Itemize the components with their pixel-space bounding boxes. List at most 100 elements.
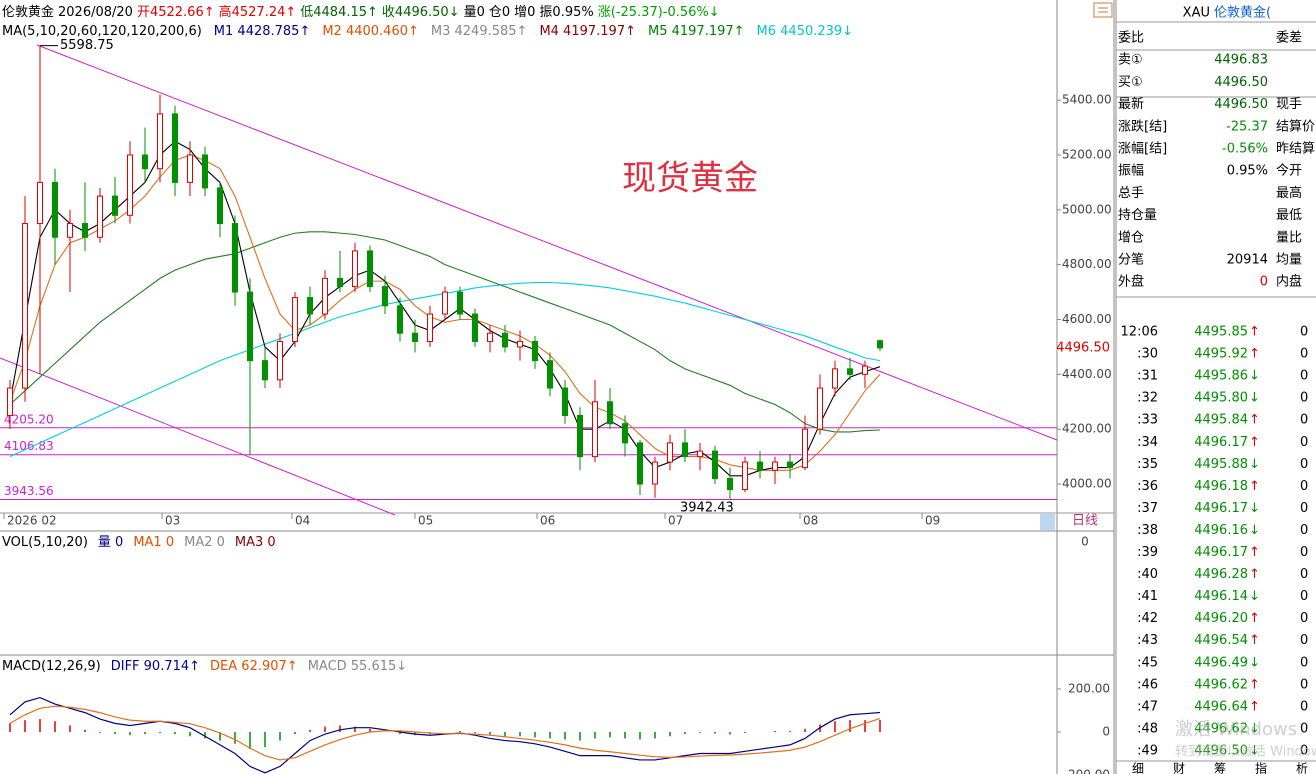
quote-label: 增仓 xyxy=(1118,230,1144,245)
trend-line xyxy=(36,44,1058,441)
tick-price: 4496.14 xyxy=(1194,589,1248,604)
tick-price: 4496.49 xyxy=(1194,655,1248,670)
tick-time: :47 xyxy=(1137,699,1158,714)
header-item: MA1 0 xyxy=(133,535,174,550)
tick-arrow: ↑ xyxy=(1249,479,1260,494)
header-item: 开4522.66↑ xyxy=(137,5,215,20)
tick-volume: 0 xyxy=(1300,567,1308,582)
tick-price: 4496.17 xyxy=(1194,501,1248,516)
tick-volume: 0 xyxy=(1300,655,1308,670)
trend-line xyxy=(0,357,396,516)
candle-body xyxy=(757,461,763,471)
tab[interactable]: 筹 xyxy=(1214,762,1226,774)
header-line: 伦敦黄金 2026/08/20 开4522.66↑ 高4527.24↑ 低4484.15… xyxy=(2,4,720,20)
tab[interactable]: 财 xyxy=(1173,762,1185,774)
tick-time: :45 xyxy=(1137,655,1158,670)
macd-tick-label: 0 xyxy=(1102,724,1110,738)
candle-body xyxy=(202,154,208,189)
tick-price: 4495.80 xyxy=(1194,391,1248,406)
x-tick-label: 2026 02 xyxy=(7,514,57,528)
header-item: DEA 62.907↑ xyxy=(210,659,298,674)
tick-price: 4496.18 xyxy=(1194,479,1248,494)
level-label: 3943.56 xyxy=(4,484,54,498)
y-tick-label: 4800.00 xyxy=(1062,257,1112,271)
candle-body xyxy=(562,387,568,416)
tick-volume: 0 xyxy=(1300,347,1308,362)
scroll-thumb[interactable] xyxy=(1040,514,1055,530)
y-tick-label: 4000.00 xyxy=(1062,477,1112,491)
tab[interactable]: 析 xyxy=(1296,762,1308,774)
tick-arrow: ↓ xyxy=(1249,655,1260,670)
tick-arrow: ↑ xyxy=(1249,435,1260,450)
header-label: MACD(12,26,9) xyxy=(2,659,101,674)
quote-value: 0.95% xyxy=(1227,164,1268,179)
quote-value: 0 xyxy=(1260,275,1268,290)
quote-label: 外盘 xyxy=(1118,274,1144,290)
tick-time: :40 xyxy=(1137,567,1158,582)
quote-value: -0.56% xyxy=(1222,142,1268,157)
candle-body xyxy=(622,423,628,444)
candle-body xyxy=(232,223,238,293)
candle-body xyxy=(97,195,103,238)
quote-label: 涨幅[结] xyxy=(1118,142,1167,157)
tick-time: :35 xyxy=(1137,457,1158,472)
tick-time: :30 xyxy=(1137,347,1158,362)
tick-volume: 0 xyxy=(1300,501,1308,516)
header-item: 高4527.24↑ xyxy=(219,4,297,20)
symbol-name: 伦敦黄金( xyxy=(1214,5,1271,21)
candle-body xyxy=(577,414,583,458)
header-line: MA(5,10,20,60,120,120,200,6) M1 4428.785↑… xyxy=(2,24,853,39)
high-label: 5598.75 xyxy=(60,38,114,53)
candle-body xyxy=(862,365,868,375)
menu-icon[interactable] xyxy=(1093,2,1113,18)
tick-time: :31 xyxy=(1137,369,1158,384)
candle-body xyxy=(352,250,358,288)
candle-body xyxy=(277,340,283,381)
quote-value: -25.37 xyxy=(1226,119,1268,134)
candle-body xyxy=(727,478,733,491)
header-item: M4 4197.197↑ xyxy=(539,24,636,39)
tick-volume: 0 xyxy=(1300,743,1308,758)
candle-body xyxy=(52,181,58,238)
tab[interactable]: 指 xyxy=(1255,761,1267,774)
tick-time: :49 xyxy=(1137,743,1158,758)
tick-arrow: ↑ xyxy=(1249,699,1260,714)
candle-body xyxy=(412,332,418,342)
candle-body xyxy=(667,442,673,463)
period-label: 日线 xyxy=(1072,514,1098,529)
candle-body xyxy=(442,291,448,315)
y-tick-label: 4400.00 xyxy=(1062,367,1112,381)
candle-body xyxy=(802,428,808,469)
candle-body xyxy=(157,113,163,170)
candle-body xyxy=(142,154,148,170)
x-tick-label: 07 xyxy=(668,514,683,528)
candle-body xyxy=(262,360,268,381)
header-item: M2 4400.460↑ xyxy=(322,24,419,39)
tick-price: 4496.50 xyxy=(1194,743,1248,758)
candle-body xyxy=(487,332,493,342)
os-watermark: 激活 Windows xyxy=(1175,719,1297,740)
tick-arrow: ↓ xyxy=(1249,501,1260,516)
tick-arrow: ↑ xyxy=(1249,633,1260,648)
quote-right-label: 委差 xyxy=(1276,31,1302,46)
tick-time: :39 xyxy=(1137,545,1158,560)
tick-price: 4495.86 xyxy=(1194,369,1248,384)
x-tick-label: 09 xyxy=(925,514,940,528)
quote-right-label: 现手 xyxy=(1276,97,1302,112)
quote-right-label: 均量 xyxy=(1276,253,1302,268)
quote-right-label: 内盘 xyxy=(1276,274,1302,290)
x-tick-label: 05 xyxy=(418,514,433,528)
tick-arrow: ↑ xyxy=(1249,347,1260,362)
candle-body xyxy=(382,286,388,307)
tab[interactable]: 细 xyxy=(1132,762,1144,774)
tick-volume: 0 xyxy=(1300,369,1308,384)
candle-body xyxy=(397,305,403,334)
candle-body xyxy=(22,223,28,389)
tick-volume: 0 xyxy=(1300,325,1308,340)
header-item: 增0 xyxy=(514,5,535,20)
level-label: 4205.20 xyxy=(4,412,54,426)
quote-right-label: 最高 xyxy=(1276,185,1302,201)
x-tick-label: 06 xyxy=(540,514,555,528)
candle-body xyxy=(127,154,133,216)
tick-time: 12:06 xyxy=(1121,325,1158,340)
